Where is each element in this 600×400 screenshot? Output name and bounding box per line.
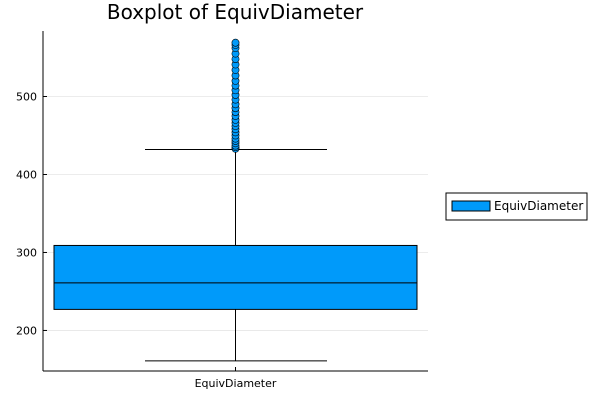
- y-tick-label: 400: [16, 168, 37, 181]
- legend-swatch: [451, 200, 491, 212]
- legend-label: EquivDiameter: [494, 199, 583, 213]
- legend: EquivDiameter: [445, 192, 588, 221]
- plot-area: [53, 38, 418, 362]
- outlier-point: [231, 38, 240, 47]
- y-tick-label: 300: [16, 246, 37, 259]
- y-tick-label: 500: [16, 91, 37, 104]
- axes: 200 300 400 500 EquivDiameter: [16, 31, 428, 390]
- y-tick-label: 200: [16, 324, 37, 337]
- chart-title: Boxplot of EquivDiameter: [107, 0, 364, 24]
- iqr-box: [53, 244, 418, 310]
- x-tick-label: EquivDiameter: [195, 377, 277, 390]
